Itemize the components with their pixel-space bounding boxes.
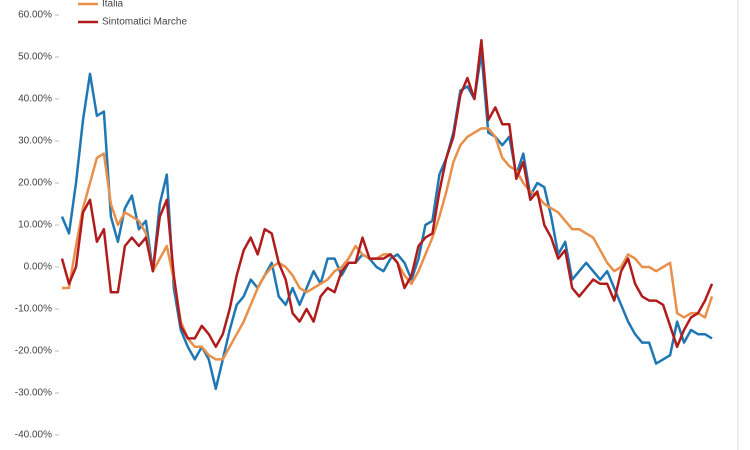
y-tick-label: -30.00% bbox=[15, 388, 52, 399]
series-line bbox=[62, 127, 714, 361]
legend-label: Sintomatici Marche bbox=[102, 17, 187, 28]
y-tick-label: 60.00% bbox=[18, 10, 52, 21]
y-tick-label: -10.00% bbox=[15, 304, 52, 315]
legend-label: Italia bbox=[102, 0, 124, 10]
y-tick-label: -40.00% bbox=[15, 430, 52, 441]
y-tick-label: 40.00% bbox=[18, 94, 52, 105]
y-tick-label: 50.00% bbox=[18, 52, 52, 63]
y-tick-label: 0.00% bbox=[24, 262, 52, 273]
y-tick-label: 20.00% bbox=[18, 178, 52, 189]
series-line bbox=[60, 38, 714, 349]
y-tick-label: 30.00% bbox=[18, 136, 52, 147]
y-tick-label: -20.00% bbox=[15, 346, 52, 357]
y-tick-label: 10.00% bbox=[18, 220, 52, 231]
